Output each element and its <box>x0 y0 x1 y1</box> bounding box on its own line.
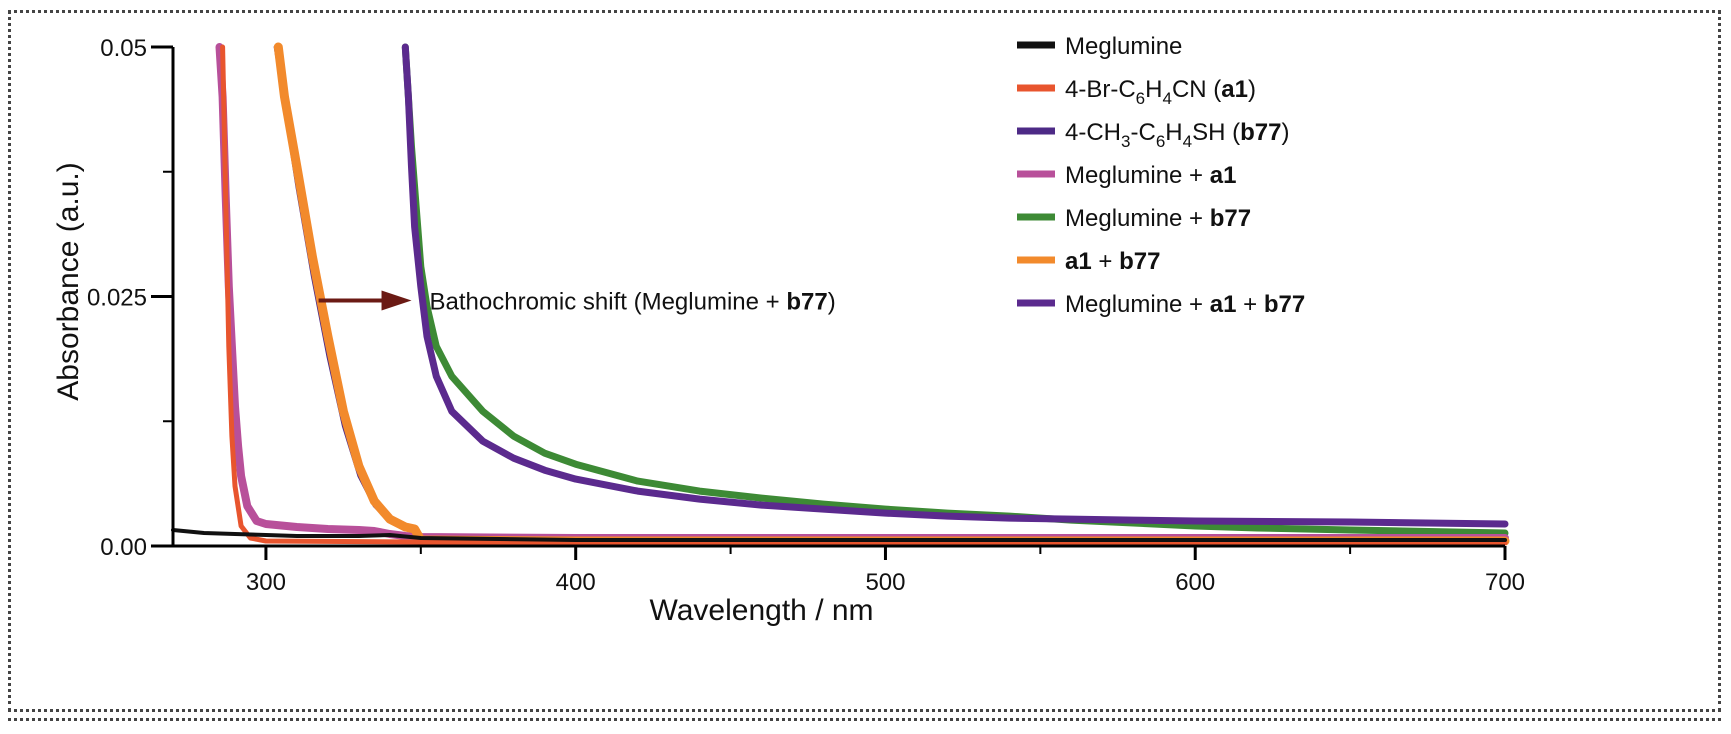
shift-arrow-head <box>381 290 412 311</box>
legend-label-meglumine: Meglumine <box>1065 33 1182 60</box>
legend-label-meglumine-a1: Meglumine + a1 <box>1065 162 1236 189</box>
legend-label-a1: 4-Br-C6H4CN (a1) <box>1065 76 1256 108</box>
legend-label-a1-b77: a1 + b77 <box>1065 248 1160 275</box>
series-layer <box>171 42 1510 546</box>
figure-frame-lower-border <box>8 718 1721 721</box>
x-axis-title: Wavelength / nm <box>650 594 874 627</box>
x-tick-label: 300 <box>246 569 286 596</box>
legend-label-meglumine-a1-b77: Meglumine + a1 + b77 <box>1065 291 1305 318</box>
series-line-a1 <box>220 44 1508 546</box>
x-tick-label: 400 <box>556 569 596 596</box>
x-tick-label: 500 <box>865 569 905 596</box>
legend: Meglumine 4-Br-C6H4CN (a1) 4-CH3-C6H4SH (b… <box>1017 33 1305 318</box>
series-line-meglumine <box>171 528 1507 542</box>
y-tick-label: 0.05 <box>100 35 147 62</box>
legend-label-meglumine-b77: Meglumine + b77 <box>1065 205 1251 232</box>
series-line-meglumine-a1-b77 <box>401 43 1509 528</box>
axes-layer: 0.00 0.025 0.05 300 400 500 600 700 <box>87 35 1525 596</box>
y-tick-label: 0.025 <box>87 285 147 312</box>
y-axis-title: Absorbance (a.u.) <box>52 162 85 400</box>
x-tick-label: 600 <box>1175 569 1215 596</box>
legend-label-b77: 4-CH3-C6H4SH (b77) <box>1065 119 1289 151</box>
bathochromic-shift-annotation: Bathochromic shift (Meglumine + b77) <box>430 288 836 315</box>
y-tick-label: 0.00 <box>100 534 147 561</box>
figure-frame <box>8 10 1721 712</box>
x-tick-label: 700 <box>1485 569 1525 596</box>
annotation-layer: Bathochromic shift (Meglumine + b77) <box>318 288 836 315</box>
